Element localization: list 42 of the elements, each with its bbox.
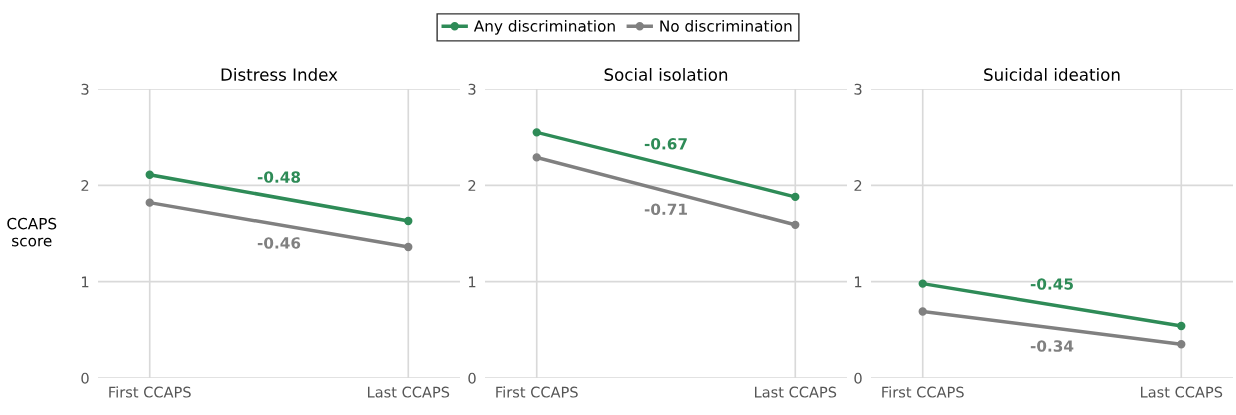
x-tick-label: First CCAPS bbox=[109, 386, 191, 398]
x-tick-label: First CCAPS bbox=[496, 386, 578, 398]
point bbox=[145, 170, 154, 179]
legend-label: No discrimination bbox=[660, 19, 792, 32]
point bbox=[404, 242, 413, 252]
legend-label: Any discrimination bbox=[473, 19, 615, 35]
chart-title: Distress Index bbox=[221, 68, 338, 81]
point bbox=[145, 198, 154, 207]
point bbox=[791, 220, 800, 229]
chart-title: Suicidal ideation bbox=[984, 68, 1120, 81]
annotation: -0.34 bbox=[1030, 340, 1074, 352]
y-tick-label: 2 bbox=[854, 180, 862, 191]
x-tick-label: Last CCAPS bbox=[368, 386, 450, 398]
y-tick-label: 1 bbox=[468, 276, 476, 288]
annotation: -0.67 bbox=[644, 138, 687, 150]
y-tick-label: 0 bbox=[468, 372, 476, 384]
point bbox=[532, 128, 541, 137]
y-tick-label: 2 bbox=[468, 180, 476, 191]
y-tick-label: 3 bbox=[854, 83, 862, 95]
y-tick-label: 3 bbox=[81, 83, 89, 95]
x-tick-label: First CCAPS bbox=[882, 386, 964, 398]
annotation: -0.46 bbox=[257, 237, 301, 249]
chart-title: Social isolation bbox=[604, 68, 728, 81]
point bbox=[1177, 340, 1186, 349]
y-tick-label: 1 bbox=[81, 276, 89, 288]
y-tick-label: 1 bbox=[854, 276, 862, 288]
annotation: -0.48 bbox=[257, 171, 301, 183]
point bbox=[791, 192, 800, 202]
annotation: -0.45 bbox=[1030, 278, 1073, 290]
x-tick-label: Last CCAPS bbox=[755, 386, 837, 398]
annotation: -0.71 bbox=[644, 203, 687, 215]
y-tick-label: 2 bbox=[81, 180, 89, 191]
x-tick-label: Last CCAPS bbox=[1141, 386, 1223, 398]
point bbox=[1177, 321, 1186, 331]
y-tick-label: 0 bbox=[81, 372, 89, 384]
point bbox=[918, 279, 927, 288]
point bbox=[404, 216, 413, 226]
point bbox=[918, 307, 927, 316]
y-axis-title: CCAPS score bbox=[7, 217, 57, 247]
y-tick-label: 3 bbox=[468, 83, 476, 95]
y-tick-label: 0 bbox=[854, 372, 862, 384]
point bbox=[532, 153, 541, 162]
